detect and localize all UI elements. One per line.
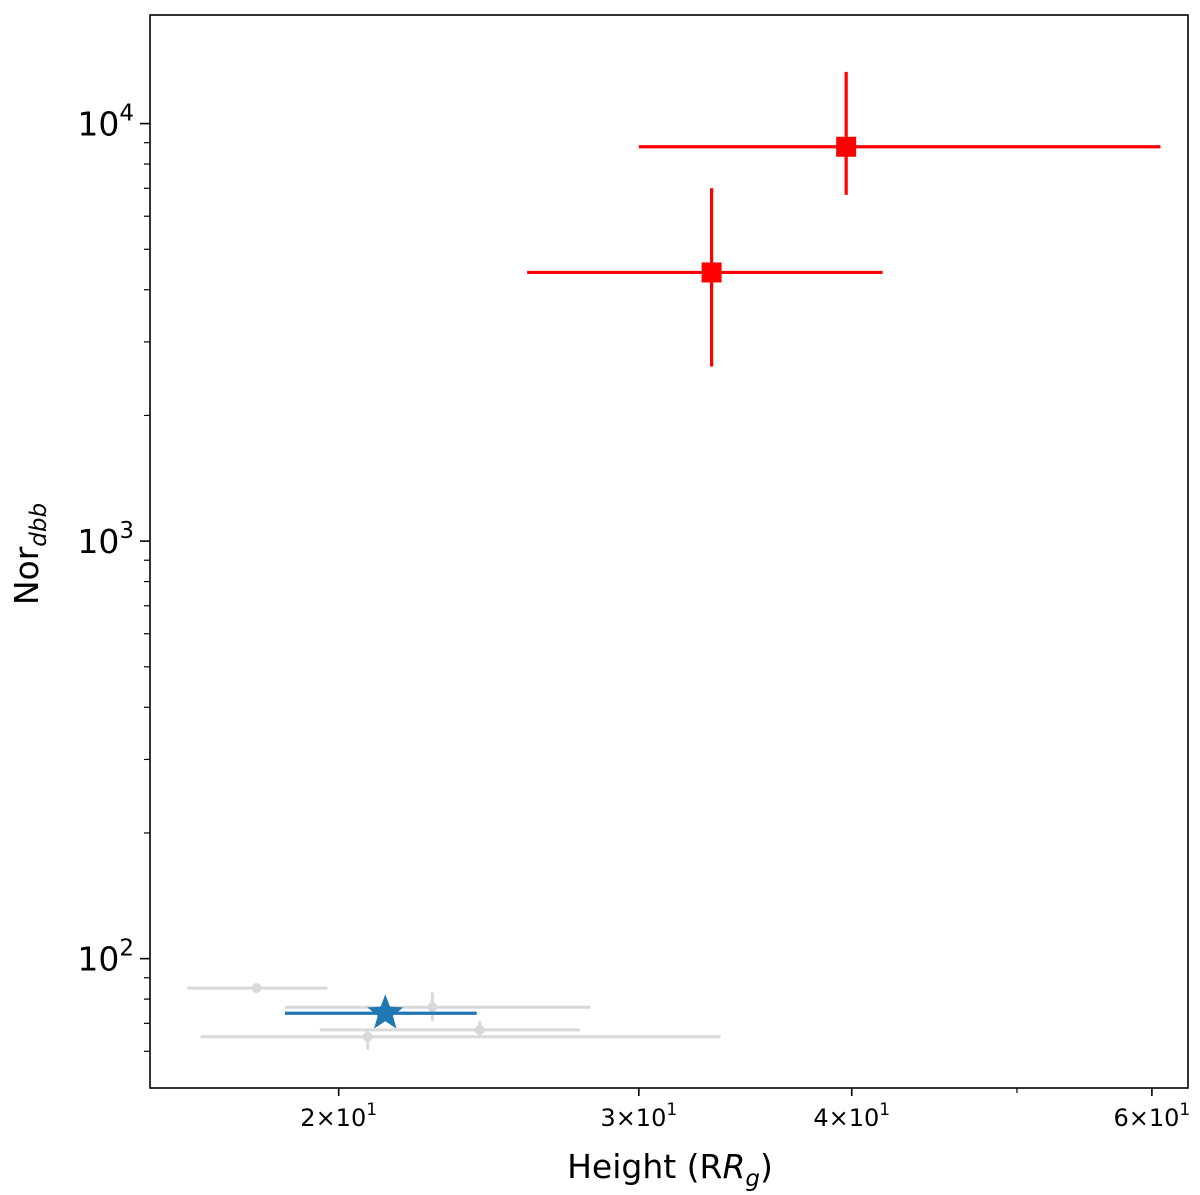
data-point-star-0 bbox=[367, 994, 404, 1029]
series-star bbox=[284, 994, 477, 1029]
series-square bbox=[527, 71, 1161, 367]
x-tick-label-base: 6×10 bbox=[1114, 1104, 1180, 1132]
y-tick-label-1: 103 bbox=[77, 518, 134, 561]
data-point-circle-2 bbox=[474, 1024, 485, 1035]
x-tick-label-2: 4×101 bbox=[813, 1100, 890, 1132]
x-axis-label-sub: g bbox=[745, 1166, 760, 1192]
x-axis-ticks: 2×101 3×101 4×101 6×101 bbox=[300, 1088, 1190, 1132]
x-axis-label-close: ) bbox=[760, 1147, 773, 1186]
y-tick-label-exp: 2 bbox=[119, 936, 134, 962]
y-tick-label-0: 102 bbox=[77, 936, 134, 979]
x-axis-label-var: R bbox=[722, 1147, 745, 1186]
y-tick-label-exp: 4 bbox=[119, 101, 134, 127]
x-axis-label-text: Height (R bbox=[567, 1147, 722, 1186]
data-point-circle-3 bbox=[362, 1031, 373, 1042]
x-tick-label-0: 2×101 bbox=[300, 1100, 377, 1132]
x-tick-label-exp: 1 bbox=[366, 1100, 377, 1120]
data-point-square-1 bbox=[836, 136, 857, 157]
y-axis-label: Nordbb bbox=[7, 503, 52, 605]
x-tick-label-1: 3×101 bbox=[600, 1100, 677, 1132]
x-tick-label-base: 2×10 bbox=[300, 1104, 366, 1132]
data-point-circle-1 bbox=[427, 1002, 438, 1013]
x-axis-label: Height (RRg) bbox=[567, 1147, 773, 1192]
plot-area bbox=[187, 71, 1161, 1050]
x-tick-label-3: 6×101 bbox=[1114, 1100, 1191, 1132]
x-tick-label-exp: 1 bbox=[1179, 1100, 1190, 1120]
data-point-circle-0 bbox=[251, 983, 262, 994]
y-axis-label-sub: dbb bbox=[26, 503, 52, 547]
y-tick-label-2: 104 bbox=[77, 101, 134, 144]
x-tick-label-exp: 1 bbox=[879, 1100, 890, 1120]
y-tick-label-exp: 3 bbox=[119, 518, 134, 544]
y-axis-label-text: Nor bbox=[7, 546, 46, 605]
x-tick-label-exp: 1 bbox=[666, 1100, 677, 1120]
y-tick-label-base: 10 bbox=[77, 105, 119, 144]
series-circle bbox=[187, 983, 721, 1050]
y-tick-label-base: 10 bbox=[77, 522, 119, 561]
plot-frame bbox=[149, 14, 1189, 1089]
y-tick-label-base: 10 bbox=[77, 940, 119, 979]
x-tick-label-base: 4×10 bbox=[813, 1104, 879, 1132]
data-point-square-0 bbox=[701, 262, 722, 283]
x-tick-label-base: 3×10 bbox=[600, 1104, 666, 1132]
